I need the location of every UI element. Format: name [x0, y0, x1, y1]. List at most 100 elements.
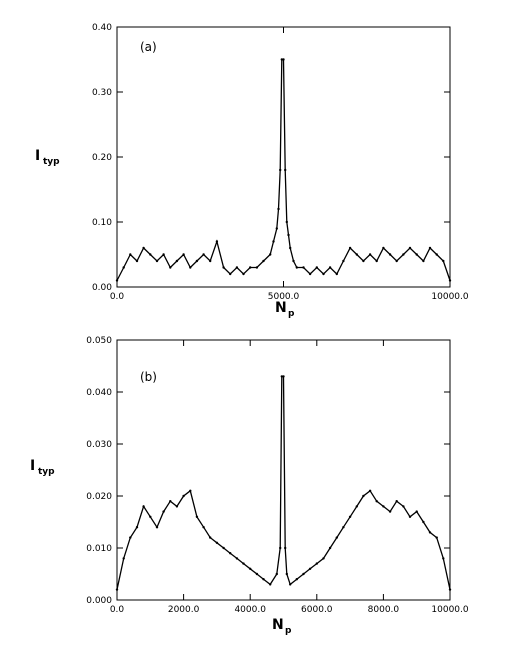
panel-a-data-point [202, 253, 205, 256]
panel-a-data-point [342, 259, 345, 263]
panel-a-data-point [289, 246, 292, 250]
panel-a-data-point [388, 253, 392, 256]
panel-b-data-point [328, 546, 332, 550]
panel-a-data-point [255, 266, 259, 269]
panel-b-data-point [135, 526, 139, 529]
panel-a-data-point [308, 272, 312, 276]
panel-b-data-point [149, 515, 152, 518]
panel-a-xtick-label: 5000.0 [268, 292, 300, 302]
panel-a-data-point [122, 266, 125, 269]
panel-a-ytick-label: 0.00 [92, 283, 112, 293]
panel-a-data-point [262, 259, 265, 263]
panel-b-data-point [209, 536, 212, 539]
panel-a-data-point [195, 259, 199, 263]
panel-a-data-point [142, 246, 145, 250]
panel-b-chart: 0.0 2000.0 4000.0 6000.0 8000.0 10000.0 0.000 0… [30, 336, 469, 636]
panel-a-data-point [209, 259, 212, 263]
panel-a-data-point [315, 266, 318, 269]
panel-b-data-point [122, 557, 125, 560]
panel-b-data-point [279, 546, 282, 550]
panel-b-data-point [342, 526, 345, 529]
panel-b-data-point [222, 546, 225, 550]
panel-b-data-point [269, 583, 272, 586]
panel-b-data-point [215, 541, 219, 544]
panel-b-xtick-label: 10000.0 [431, 605, 468, 615]
panel-a-data-point [295, 266, 298, 269]
panel-a-ytick-label: 0.40 [92, 23, 112, 33]
panel-b-xtick-label: 8000.0 [368, 605, 400, 615]
panel-b-data-point [428, 531, 432, 534]
panel-b-data-point [284, 546, 287, 550]
panel-b-data-point [280, 375, 283, 378]
panel-a-xlabel: N [275, 300, 287, 316]
panel-b-data-point [289, 583, 292, 586]
panel-a-ytick-label: 0.10 [92, 218, 112, 228]
panel-b-xlabel-sub: p [285, 626, 292, 636]
panel-a-data-point [362, 259, 365, 263]
panel-a-data-point [285, 220, 288, 224]
panel-a-ylabel: I [35, 148, 40, 164]
panel-a-data-point [222, 266, 225, 269]
panel-b-data-point [368, 489, 372, 492]
panel-b-data-point [382, 505, 385, 508]
panel-a-data-point [279, 168, 282, 172]
panel-b-data-point [415, 510, 418, 513]
panel-b-data-point [362, 494, 365, 498]
panel-b-data-point [295, 578, 298, 581]
panel-a-ytick-label: 0.30 [92, 88, 112, 98]
panel-a-data-point [408, 246, 412, 250]
panel-a-data-point [382, 246, 385, 250]
panel-a-data-point [229, 272, 232, 276]
panel-a-data-point [328, 266, 332, 269]
panel-a-data-point [115, 279, 119, 282]
panel-b-xlabel: N [272, 617, 284, 633]
panel-b-data-point [348, 515, 352, 518]
panel-a-data-point [292, 259, 295, 263]
panel-b-data-point [155, 526, 159, 529]
panel-a-series [115, 58, 452, 282]
panel-a-data-point [402, 253, 405, 256]
panel-b-series-line [116, 375, 451, 590]
panel-b-data-point [202, 526, 205, 529]
panel-b-ylabel-sub: typ [38, 467, 55, 477]
panel-b-data-point [285, 572, 288, 576]
panel-a-data-point [272, 240, 275, 243]
panel-a-data-point [435, 253, 438, 256]
panel-a-data-point [448, 279, 452, 282]
panel-b-ytick-label: 0.050 [86, 336, 112, 346]
panel-a-data-point [155, 259, 159, 263]
panel-a-data-point [355, 253, 358, 256]
panel-a-data-point [348, 246, 352, 250]
panel-a-xlabel-sub: p [288, 309, 295, 319]
panel-a-data-point [302, 266, 305, 269]
panel-a-label: (a) [140, 40, 157, 54]
panel-a-data-point [284, 168, 287, 172]
panel-a-data-point [335, 272, 338, 276]
panel-b-xtick-label: 2000.0 [168, 605, 200, 615]
panel-a-data-point [175, 259, 179, 263]
panel-a-data-point [322, 272, 325, 276]
panel-a-data-point [162, 253, 165, 256]
panel-a-data-point [277, 207, 280, 211]
panel-a-data-point [135, 259, 139, 263]
panel-a-xtick-label: 0.0 [110, 292, 125, 302]
panel-b-data-point [335, 536, 338, 539]
panel-b-data-point [395, 500, 398, 503]
panel-a-data-point [249, 266, 252, 269]
panel-a-data-point [182, 253, 185, 256]
panel-a-xtick-label: 10000.0 [431, 292, 468, 302]
panel-a-ylabel-sub: typ [43, 157, 60, 167]
panel-b-data-point [262, 578, 265, 581]
panel-b-ytick-label: 0.040 [86, 388, 112, 398]
panel-b-data-point [375, 500, 378, 503]
panel-a-ytick-label: 0.20 [92, 153, 112, 163]
panel-b-label: (b) [140, 370, 157, 384]
panel-b-data-point [162, 510, 165, 513]
panel-b-data-point [422, 520, 425, 524]
panel-a-data-point [375, 259, 378, 263]
panel-b-ytick-label: 0.020 [86, 492, 112, 502]
panel-a-data-point [422, 259, 425, 263]
panel-a-data-point [395, 259, 398, 263]
panel-b-data-point [195, 515, 199, 518]
panel-a-data-point [149, 253, 152, 256]
